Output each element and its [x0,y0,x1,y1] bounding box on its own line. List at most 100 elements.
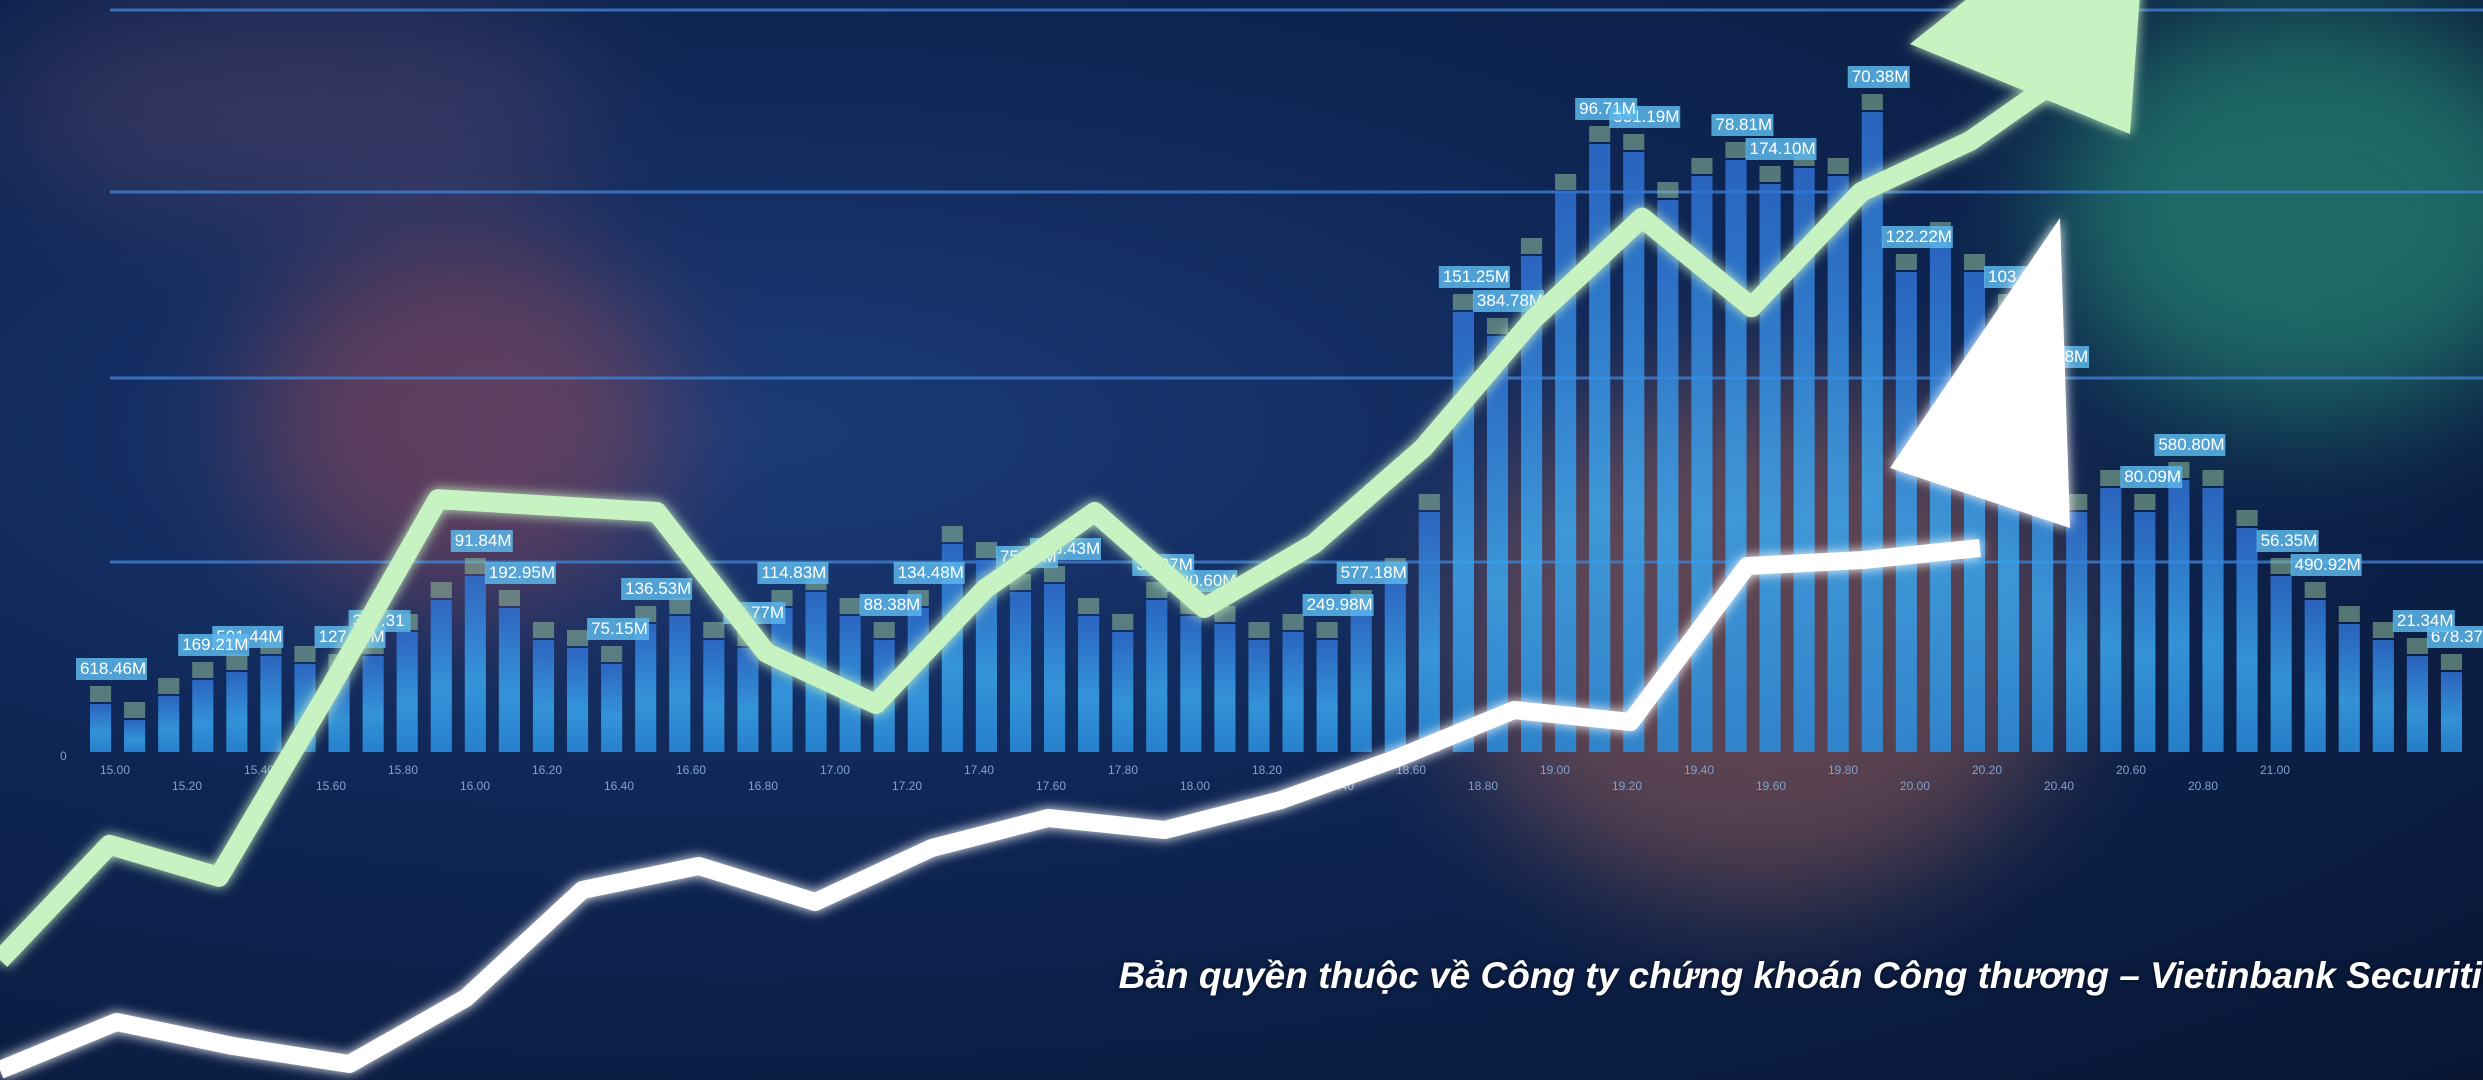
volume-bar [1589,144,1611,752]
bar-cap [1418,494,1440,510]
volume-bar [975,560,997,752]
time-tick-label: 15.60 [316,779,346,793]
green-arrow-head-icon [1910,0,2140,134]
volume-bar [2406,656,2428,752]
volume-bar [669,616,691,752]
time-tick-label: 19.80 [1828,763,1858,777]
bar-cap [2440,654,2463,670]
bar-cap [1725,142,1747,158]
time-tick-label: 15.00 [100,763,130,777]
value-label-box [1438,266,1510,288]
time-tick-label: 18.20 [1252,763,1282,777]
volume-bar [2270,576,2292,752]
volume-bar [2236,528,2258,752]
time-tick-label: 19.00 [1540,763,1570,777]
volume-bar [124,720,146,752]
time-tick-label: 20.00 [1900,779,1930,793]
value-label-box [1575,98,1638,120]
volume-bar [1929,240,1951,752]
copyright-caption: Bản quyền thuộc về Công ty chứng khoán C… [1118,955,2483,996]
time-tick-label: 18.60 [1396,763,1426,777]
volume-bar [1418,512,1440,752]
time-tick-label: 16.00 [460,779,490,793]
bar-cap [1623,134,1645,150]
volume-bar [1078,616,1100,752]
value-label-box [1711,114,1774,136]
value-label-box [621,578,693,600]
volume-bar [1112,632,1134,752]
time-tick-label: 18.80 [1468,779,1498,793]
white-arrow-head-icon [1890,218,2070,528]
bar-cap [158,678,180,694]
bar-cap [1827,158,1849,174]
value-label-box [893,562,965,584]
value-label-box [1336,562,1408,584]
time-tick-label: 16.40 [604,779,634,793]
time-tick-label: 17.40 [964,763,994,777]
bar-cap [1895,254,1917,270]
value-label-box [1881,226,1953,248]
value-label: 122.22M [1886,227,1952,246]
volume-bar [1759,184,1781,752]
volume-bar [362,656,384,752]
volume-bar [2066,512,2088,752]
volume-bar [567,648,589,752]
value-label: 618.46M [80,659,146,678]
volume-bar [396,632,418,752]
value-label: 96.71M [1579,99,1636,118]
value-label: 249.98M [1307,595,1373,614]
volume-bar [941,544,963,752]
value-label: 78.81M [1715,115,1772,134]
bar-cap [430,582,452,598]
time-tick-label: 20.80 [2188,779,2218,793]
bar-cap [1759,166,1781,182]
value-label-box [450,530,513,552]
volume-bar [1555,192,1577,752]
value-label: 114.83M [761,563,826,582]
time-tick-label: 17.00 [820,763,850,777]
volume-bar [2202,488,2224,752]
y-zero-label: 0 [60,749,67,763]
bar-cap [1657,182,1679,198]
time-tick-label: 16.20 [532,763,562,777]
bar-cap [1282,614,1304,630]
volume-bar [601,664,623,752]
value-label: 490.92M [2295,555,2361,574]
bar-cap [1112,614,1134,630]
bar-cap [192,662,214,678]
volume-bar [771,608,793,752]
bar-cap [941,526,963,542]
volume-bar [2134,512,2156,752]
value-label-box [1847,66,1910,88]
time-tick-label: 15.20 [172,779,202,793]
volume-bar [1350,608,1372,752]
bar-cap [124,702,146,718]
value-label-box [1745,138,1817,160]
bar-cap [1452,294,1474,310]
bar-cap [1486,318,1509,334]
time-tick-label: 20.60 [2116,763,2146,777]
bar-cap [1691,158,1713,174]
bar-cap [1963,254,1986,270]
time-tick-label: 17.60 [1036,779,1066,793]
bar-cap [90,686,112,702]
bar-cap [1146,582,1168,598]
volume-bar [464,576,486,752]
bar-cap [1555,174,1577,190]
bar-cap [294,646,316,662]
time-tick-label: 15.40 [244,763,274,777]
value-label: 134.48M [898,563,964,582]
bar-cap [532,622,555,638]
value-label: 580.80M [2158,435,2224,454]
bar-cap [975,542,997,558]
bar-cap [2372,622,2394,638]
value-label: 56.35M [2261,531,2318,550]
value-label: 577.18M [1341,563,1407,582]
bar-cap [1248,622,1270,638]
volume-bar [1282,632,1304,752]
bar-cap [1044,566,1066,582]
value-label: 169.21M [182,635,248,654]
value-label: 151.25M [1443,267,1509,286]
bar-cap [601,646,623,662]
